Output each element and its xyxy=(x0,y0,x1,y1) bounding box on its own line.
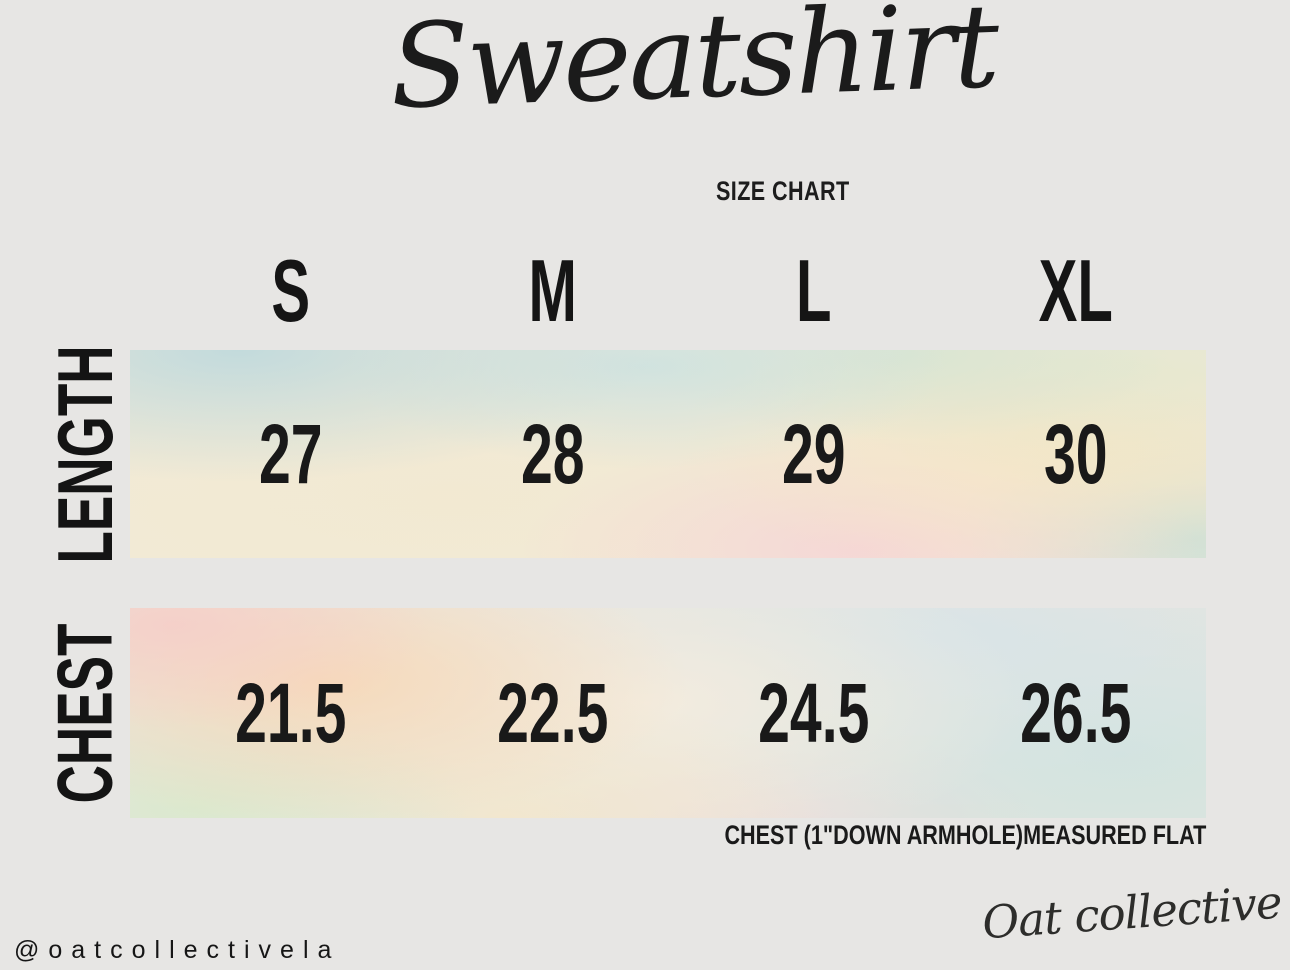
column-header-s: S xyxy=(271,241,311,340)
length-value-m: 28 xyxy=(520,406,585,501)
chest-value-xl: 26.5 xyxy=(1019,665,1131,760)
length-values-row: 27 28 29 30 xyxy=(130,350,1206,558)
length-value-l: 29 xyxy=(781,406,846,501)
chest-value-m: 22.5 xyxy=(496,665,608,760)
size-chart-subtitle: SIZE CHART xyxy=(716,176,850,206)
length-row-watercolor-band: 27 28 29 30 xyxy=(130,350,1206,558)
column-header-m: M xyxy=(528,241,577,340)
instagram-handle: @oatcollectivela xyxy=(14,936,341,964)
size-column-headers: S M L XL xyxy=(130,240,1206,340)
chest-value-l: 24.5 xyxy=(758,665,870,760)
column-header-xl: XL xyxy=(1038,241,1113,340)
measurement-note: CHEST (1"DOWN ARMHOLE)MEASURED FLAT xyxy=(724,820,1206,850)
chest-values-row: 21.5 22.5 24.5 26.5 xyxy=(130,608,1206,818)
page-title: Sweatshirt xyxy=(387,0,999,136)
chest-value-s: 21.5 xyxy=(235,665,347,760)
length-value-xl: 30 xyxy=(1043,406,1108,501)
brand-signature: Oat collective xyxy=(980,875,1284,950)
column-header-l: L xyxy=(796,241,832,340)
chest-row-watercolor-band: 21.5 22.5 24.5 26.5 xyxy=(130,608,1206,818)
length-value-s: 27 xyxy=(258,406,323,501)
